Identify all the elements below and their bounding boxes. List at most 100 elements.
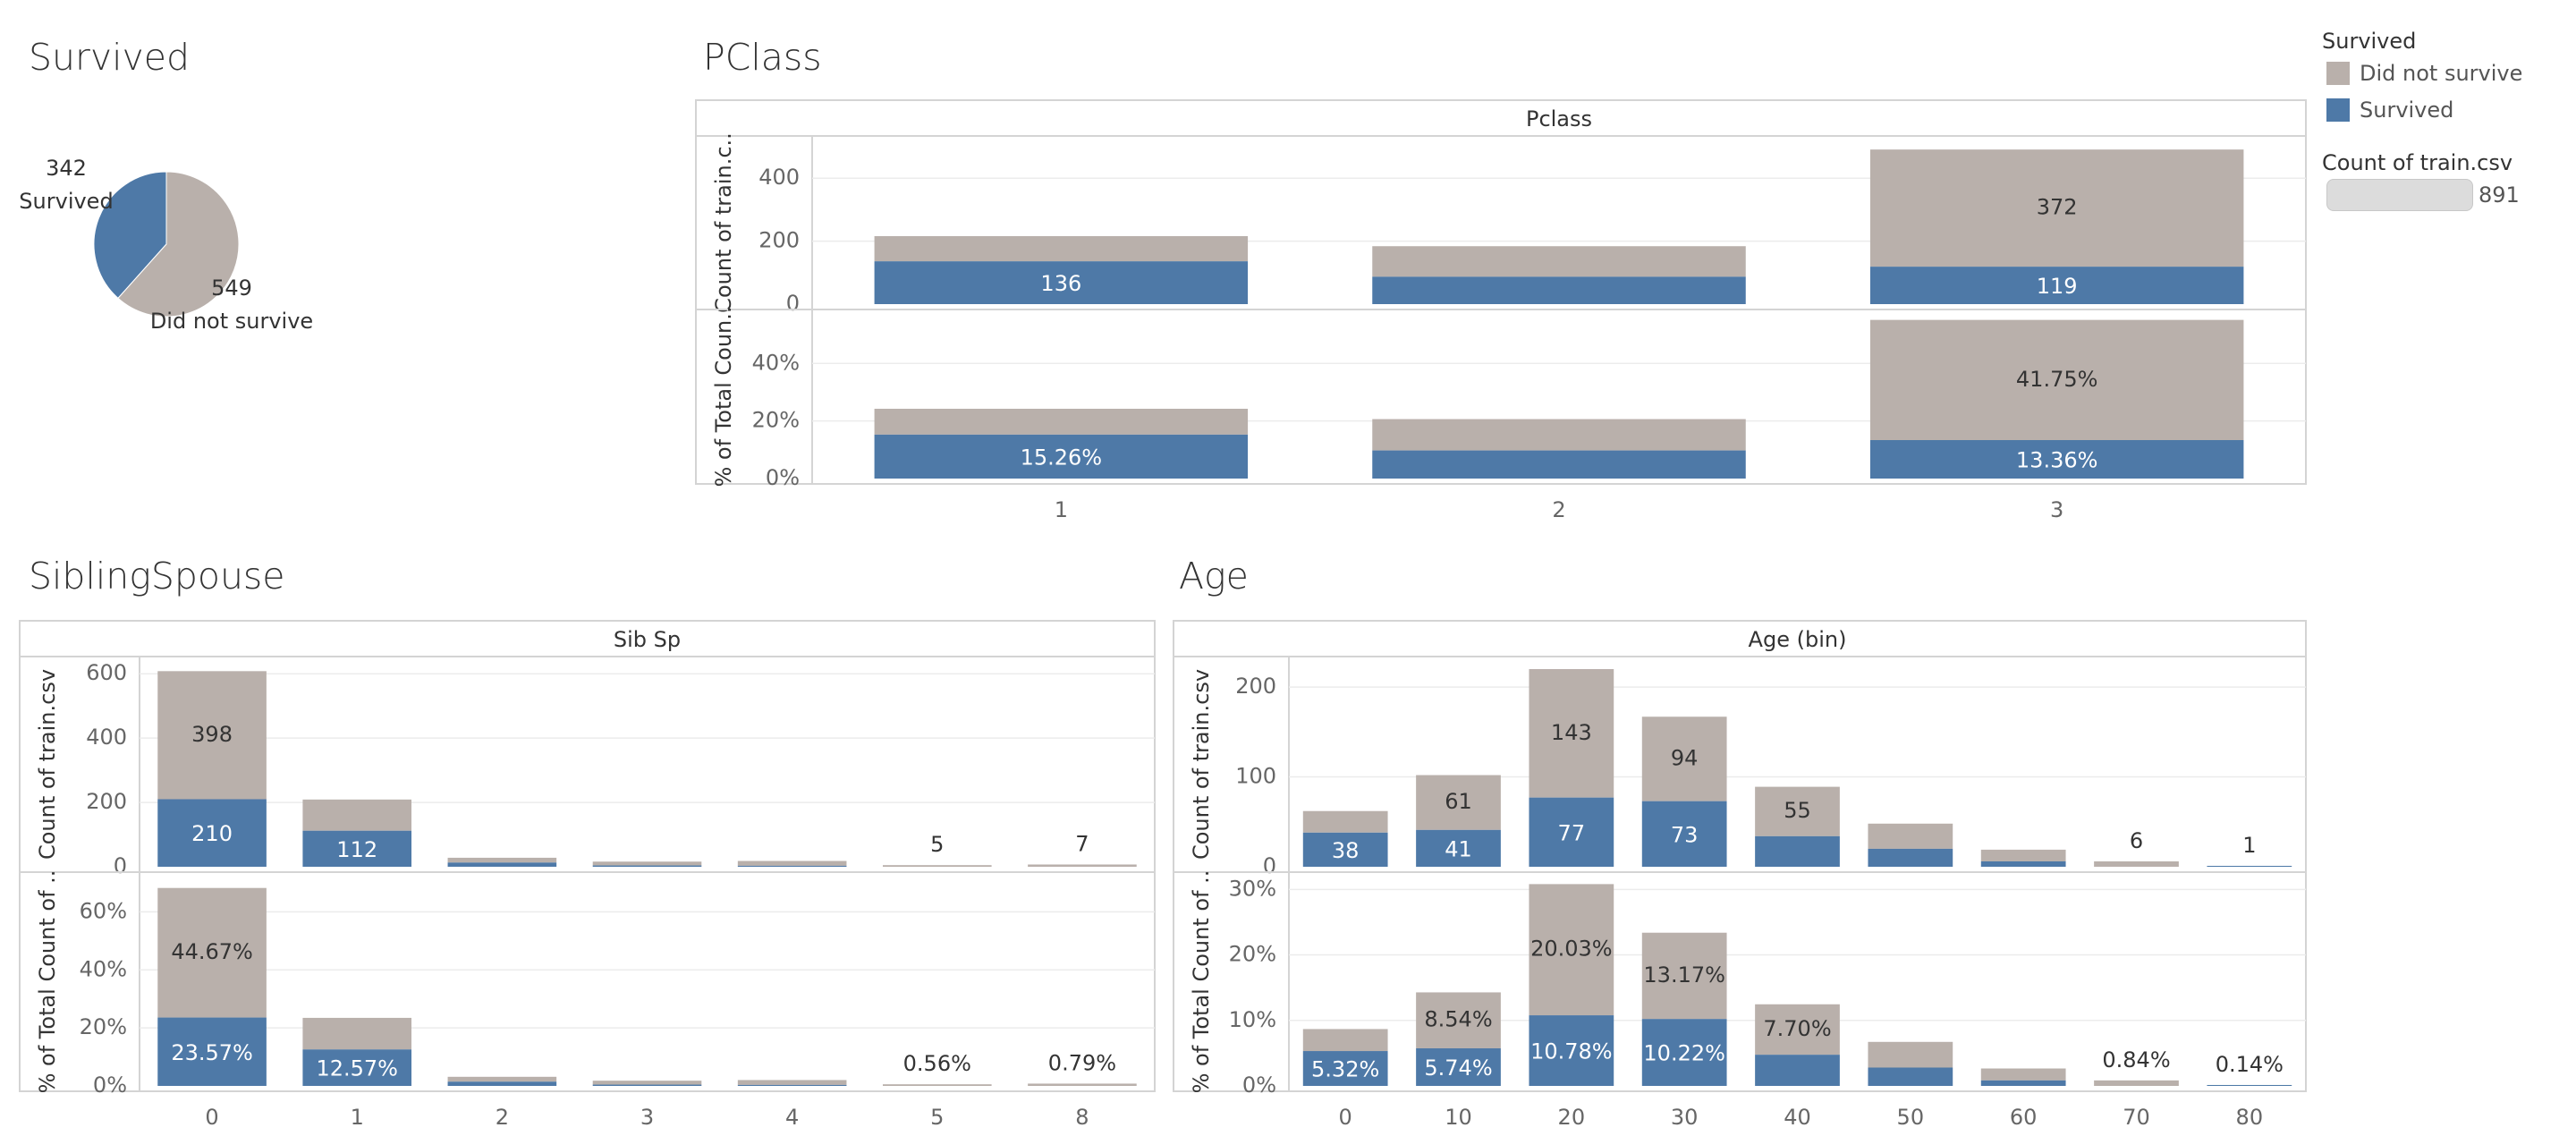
sibsp-tick-label: 200: [86, 789, 127, 814]
sibsp-category-label: 8: [1075, 1105, 1089, 1130]
pclass-bar-did-not-survive: [874, 235, 1249, 262]
sibsp-title: SiblingSpouse: [29, 555, 285, 598]
sibsp-label-did-not-survive: 44.67%: [171, 939, 253, 964]
sibsp-tick-label: 40%: [80, 956, 127, 981]
age-bar-survived: [2207, 865, 2292, 867]
age-label-did-not-survive: 8.54%: [1424, 1007, 1492, 1032]
pie-label-did-not-survive: Did not survive: [150, 309, 313, 334]
sibsp-bar-did-not-survive: [157, 671, 267, 800]
age-label-survived: 73: [1671, 822, 1699, 847]
sibsp-bar-survived: [737, 1084, 847, 1086]
age-bar-did-not-survive: [1980, 849, 2066, 861]
age-label-did-not-survive: 13.17%: [1643, 962, 1725, 988]
age-bar-did-not-survive: [1868, 823, 1953, 849]
sibsp-tick-label: 20%: [80, 1014, 127, 1039]
pclass-x-title: Pclass: [1526, 106, 1592, 131]
age-panel-0-ylabel: Count of train.csv: [1189, 669, 1214, 860]
sibsp-bar-did-not-survive: [737, 860, 847, 866]
pclass-panel-1-ylabel: % of Total Coun..: [711, 307, 736, 487]
sibsp-bar-did-not-survive: [302, 799, 412, 831]
age-bar-survived: [1529, 797, 1614, 867]
pclass-tick-label: 200: [758, 228, 800, 253]
sibsp-label-survived: 12.57%: [316, 1056, 398, 1081]
sibsp-bar-did-not-survive: [447, 857, 557, 863]
sibsp-bar-did-not-survive: [1028, 864, 1137, 867]
pclass-tick-label: 20%: [752, 408, 800, 433]
pclass-label-did-not-survive: 41.75%: [2016, 367, 2098, 392]
age-bar-survived: [1302, 832, 1388, 867]
age-bar-did-not-survive: [1641, 716, 1727, 801]
sibsp-label-did-not-survive: 5: [930, 832, 944, 857]
age-label-did-not-survive: 1: [2242, 833, 2256, 858]
pclass-bar-did-not-survive: [1372, 246, 1746, 277]
pclass-category-label: 2: [1552, 497, 1565, 522]
pclass-bar-survived: [1372, 276, 1746, 304]
pclass-bar-did-not-survive: [1869, 149, 2244, 267]
sibsp-bar-did-not-survive: [882, 1084, 992, 1086]
pie-label-survived: Survived: [19, 189, 113, 214]
pclass-category-label: 1: [1055, 497, 1068, 522]
pclass-label-survived: 13.36%: [2016, 448, 2098, 473]
sibsp-bar-did-not-survive: [447, 1076, 557, 1082]
age-bar-did-not-survive: [1868, 1041, 1953, 1068]
age-bar-survived: [1755, 835, 1840, 867]
sibsp-label-did-not-survive: 398: [191, 722, 233, 747]
age-bar-survived: [1868, 1067, 1953, 1086]
legend-swatch-survived[interactable]: [2326, 98, 2350, 122]
age-x-title: Age (bin): [1749, 627, 1847, 652]
pie-value-did-not-survive: 549: [211, 276, 252, 301]
age-category-label: 30: [1671, 1105, 1699, 1130]
sibsp-category-label: 3: [640, 1105, 654, 1130]
age-label-survived: 5.32%: [1311, 1057, 1379, 1082]
pclass-label-did-not-survive: 372: [2037, 195, 2078, 220]
sibsp-bar-survived: [157, 1017, 267, 1086]
sibsp-label-survived: 210: [191, 821, 233, 846]
sibsp-category-label: 1: [351, 1105, 364, 1130]
pclass-category-label: 3: [2050, 497, 2063, 522]
pie-slice-did-not-survive: [117, 171, 240, 318]
pie-slice-survived: [93, 171, 167, 300]
age-label-survived: 5.74%: [1424, 1055, 1492, 1081]
age-category-label: 40: [1784, 1105, 1811, 1130]
sibsp-bar-did-not-survive: [737, 1080, 847, 1085]
age-title: Age: [1179, 555, 1249, 598]
age-header: [1173, 620, 2307, 657]
sibsp-bar-survived: [592, 1084, 702, 1086]
age-bar-survived: [1755, 1055, 1840, 1086]
age-panel-1-ylabel: % of Total Count of ..: [1189, 870, 1214, 1094]
sibsp-label-survived: 23.57%: [171, 1040, 253, 1065]
age-label-did-not-survive: 55: [1784, 798, 1811, 823]
legend-label-did-not-survive: Did not survive: [2360, 61, 2523, 86]
sibsp-bar-did-not-survive: [157, 887, 267, 1018]
pclass-bar-survived: [874, 434, 1249, 479]
sibsp-bar-did-not-survive: [592, 861, 702, 866]
age-label-did-not-survive: 7.70%: [1763, 1016, 1831, 1041]
sibsp-header: [19, 620, 1156, 657]
age-bar-survived: [2207, 1084, 2292, 1086]
pclass-tick-label: 0%: [766, 465, 800, 490]
age-tick-label: 30%: [1229, 876, 1276, 901]
pclass-bar-did-not-survive: [874, 408, 1249, 435]
age-label-did-not-survive: 143: [1551, 720, 1592, 745]
age-bar-did-not-survive: [1416, 775, 1501, 830]
sibsp-label-did-not-survive: 7: [1075, 831, 1089, 856]
age-bar-did-not-survive: [1755, 1004, 1840, 1055]
pclass-label-survived: 119: [2037, 274, 2078, 299]
age-bar-did-not-survive: [2094, 860, 2179, 867]
sibsp-bar-survived: [302, 1049, 412, 1086]
pclass-bar-did-not-survive: [1372, 419, 1746, 451]
pclass-title: PClass: [703, 36, 822, 79]
sibsp-label-did-not-survive: 0.79%: [1048, 1050, 1116, 1075]
age-label-did-not-survive: 6: [2130, 828, 2143, 853]
age-bar-survived: [1641, 1019, 1727, 1086]
age-category-label: 20: [1558, 1105, 1586, 1130]
age-bar-survived: [1416, 1047, 1501, 1086]
legend-swatch-did-not-survive[interactable]: [2326, 62, 2350, 85]
sibsp-bar-survived: [157, 799, 267, 867]
sibsp-label-did-not-survive: 0.56%: [903, 1051, 971, 1076]
survived-title: Survived: [29, 36, 191, 79]
sibsp-x-title: Sib Sp: [614, 627, 681, 652]
age-bar-did-not-survive: [1529, 884, 1614, 1016]
age-label-survived: 38: [1332, 838, 1360, 863]
